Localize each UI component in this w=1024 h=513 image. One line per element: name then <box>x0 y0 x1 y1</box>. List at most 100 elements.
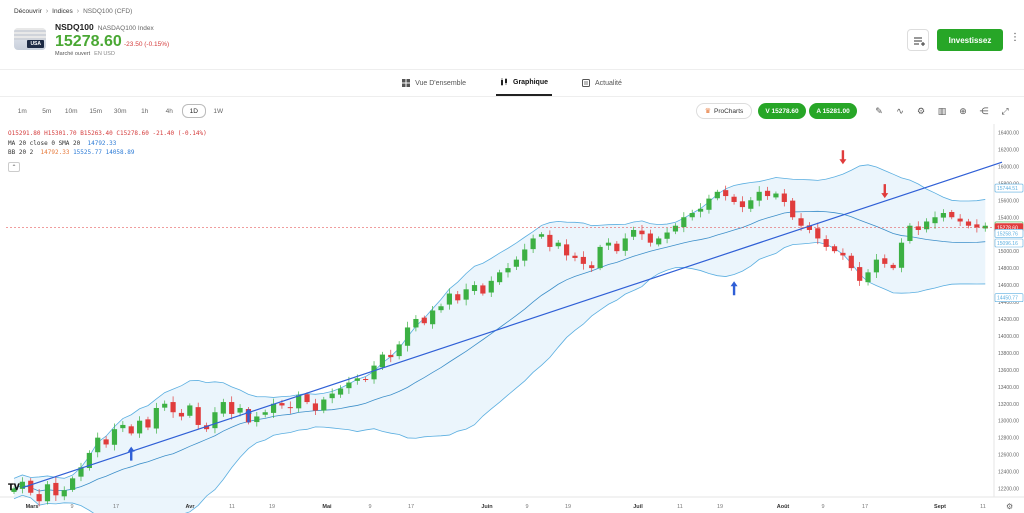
candle-body <box>614 243 620 252</box>
candle-body <box>597 246 603 269</box>
symbol-text: NSDQ100 <box>55 22 94 32</box>
news-icon <box>582 79 591 87</box>
candle-body <box>840 252 846 256</box>
candle-body <box>572 255 578 258</box>
timeframe-1d[interactable]: 1D <box>181 104 206 118</box>
up-arrow-icon <box>730 281 738 296</box>
timeframe-15m[interactable]: 15m <box>89 107 103 115</box>
x-tick-label: Août <box>777 504 790 510</box>
candle-body <box>882 258 888 264</box>
candle-body <box>756 191 762 201</box>
candle-body <box>371 365 377 380</box>
y-tick-label: 14800.00 <box>998 266 1019 272</box>
price-tag <box>994 293 1024 303</box>
axis-settings-icon: ⚙ <box>1006 502 1013 511</box>
chart-type-icon[interactable]: ▥ <box>937 105 947 116</box>
tab-chart[interactable]: Graphique <box>496 70 553 96</box>
candle-body <box>421 317 427 324</box>
candle-body <box>220 402 226 414</box>
candle-body <box>890 264 896 269</box>
market-status: Marché ouvert EN USD <box>55 51 115 57</box>
y-tick-label: 15000.00 <box>998 249 1019 255</box>
watchlist-button[interactable] <box>907 29 929 51</box>
candle-body <box>689 213 695 218</box>
candle-body <box>170 402 176 413</box>
candle-body <box>279 403 285 406</box>
price-chart[interactable]: 16400.0016200.0016000.0015800.0015600.00… <box>0 124 1024 513</box>
candle-body <box>337 388 344 395</box>
y-tick-label: 12200.00 <box>998 487 1019 493</box>
candle-body <box>798 218 804 226</box>
candle-body <box>36 494 42 502</box>
instrument-full-name: NASDAQ100 Index <box>97 25 154 32</box>
tab-overview[interactable]: Vue D'ensemble <box>398 70 470 96</box>
price-tag-label: 15744.51 <box>997 186 1018 192</box>
timeframe-1m[interactable]: 1m <box>17 107 27 115</box>
candle-body <box>773 193 779 198</box>
down-arrow-icon <box>839 150 847 165</box>
tab-news[interactable]: Actualité <box>578 70 626 96</box>
timeframe-10m[interactable]: 10m <box>64 107 78 115</box>
candle-body <box>564 244 570 256</box>
legend-collapse-icon[interactable]: ⌃ <box>8 162 20 172</box>
candle-body <box>790 200 796 218</box>
more-options-icon[interactable]: ⋮ <box>1010 32 1020 43</box>
candle-body <box>924 221 930 230</box>
x-tick-label: Juil <box>633 504 643 510</box>
breadcrumb-item-decouvrir[interactable]: Découvrir <box>14 8 42 15</box>
divider <box>0 69 1024 70</box>
trend-line <box>22 161 1003 489</box>
candle-body <box>656 238 662 245</box>
x-tick-label: 19 <box>565 504 571 510</box>
candle-body <box>136 420 143 434</box>
y-tick-label: 14200.00 <box>998 317 1019 323</box>
share-icon[interactable]: ⋲ <box>979 105 989 116</box>
timeframe-30m[interactable]: 30m <box>113 107 127 115</box>
candle-body <box>19 481 25 489</box>
candle-body <box>781 193 787 202</box>
candle-body <box>379 354 386 368</box>
candle-body <box>178 412 185 417</box>
x-tick-label: 9 <box>70 504 73 510</box>
candle-body <box>873 259 880 273</box>
fullscreen-icon[interactable]: ⤢ <box>1001 105 1009 116</box>
candle-body <box>748 200 754 209</box>
candle-body <box>865 272 871 283</box>
sell-price-button[interactable]: V 15278.60 <box>758 103 806 119</box>
y-tick-label: 14000.00 <box>998 334 1019 340</box>
x-tick-label: Sept <box>934 504 946 510</box>
timeframe-5m[interactable]: 5m <box>42 107 52 115</box>
candle-body <box>823 239 829 247</box>
breadcrumb-item-indices[interactable]: Indices <box>52 8 73 15</box>
buy-price-button[interactable]: A 15281.00 <box>809 103 857 119</box>
candle-body <box>681 217 687 228</box>
candle-body <box>111 429 118 445</box>
timeframe-4h[interactable]: 4h <box>165 107 173 115</box>
x-tick-label: 17 <box>113 504 119 510</box>
y-tick-label: 13400.00 <box>998 385 1019 391</box>
candle-body <box>547 234 553 247</box>
procharts-button[interactable]: ♛ ProCharts <box>696 103 752 119</box>
x-tick-label: 17 <box>862 504 868 510</box>
indicators-icon[interactable]: ∿ <box>896 105 904 116</box>
ma-value: 14792.33 <box>87 139 117 147</box>
candle-body <box>446 293 452 305</box>
invest-button[interactable]: Investissez <box>937 29 1003 51</box>
pencil-icon[interactable]: ✎ <box>875 105 883 116</box>
settings-icon[interactable]: ⚙ <box>916 105 926 116</box>
y-tick-label: 12400.00 <box>998 470 1019 476</box>
ohlc-readout: O15291.80 H15301.70 B15263.40 C15278.60 … <box>8 130 207 137</box>
market-status-text: Marché ouvert <box>55 51 91 57</box>
y-tick-label: 13800.00 <box>998 351 1019 357</box>
candle-body <box>70 478 76 490</box>
x-tick-label: Juin <box>481 504 493 510</box>
candle-body <box>530 238 536 250</box>
instrument-symbol: NSDQ100 NASDAQ100 Index <box>55 22 154 32</box>
candle-body <box>589 265 595 269</box>
timeframe-1w[interactable]: 1W <box>213 107 224 115</box>
timeframe-1h[interactable]: 1h <box>141 107 149 115</box>
add-icon[interactable]: ⊕ <box>959 105 967 116</box>
price-tag-label: 15258.76 <box>997 231 1018 237</box>
candle-body <box>95 437 101 453</box>
